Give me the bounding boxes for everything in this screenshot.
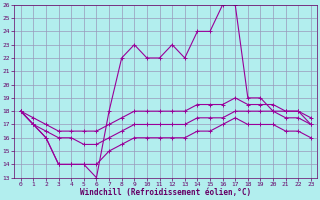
- X-axis label: Windchill (Refroidissement éolien,°C): Windchill (Refroidissement éolien,°C): [80, 188, 252, 197]
